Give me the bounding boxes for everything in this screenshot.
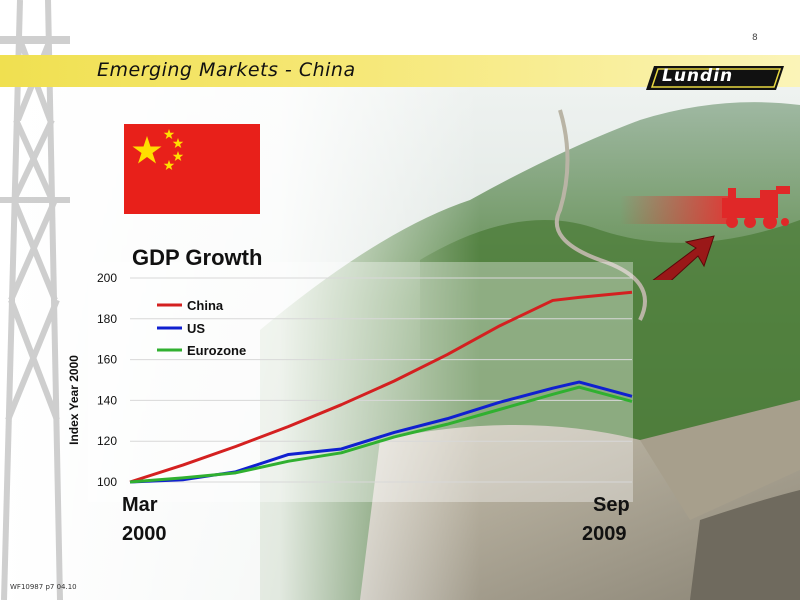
x-start-year-label: 2000 xyxy=(122,523,167,545)
y-tick-label: 120 xyxy=(97,434,117,448)
footer-code: WF10987 p7 04.10 xyxy=(10,583,77,591)
x-end-year-label: 2009 xyxy=(582,523,627,545)
logo-text: Lundin xyxy=(662,66,734,86)
y-tick-label: 100 xyxy=(97,475,117,489)
x-start-month-label: Mar xyxy=(122,494,158,516)
legend-label-us: US xyxy=(187,321,205,336)
china-flag-icon xyxy=(124,124,260,214)
plot-backdrop xyxy=(88,262,633,502)
series-line-eurozone xyxy=(129,385,633,484)
slide-title: Emerging Markets - China xyxy=(97,59,356,81)
legend-label-eurozone: Eurozone xyxy=(187,343,246,358)
y-tick-label: 180 xyxy=(97,312,117,326)
page-number: 8 xyxy=(752,33,758,43)
lundin-logo xyxy=(646,66,784,90)
x-end-month-label: Sep xyxy=(593,494,630,516)
y-tick-label: 160 xyxy=(97,353,117,367)
y-tick-label: 140 xyxy=(97,393,117,407)
oil-derrick-icon xyxy=(0,0,70,600)
chart-title: GDP Growth xyxy=(132,245,262,270)
train-graphic xyxy=(620,186,790,280)
arrow-up-right-icon xyxy=(652,235,715,280)
y-axis-label: Index Year 2000 xyxy=(67,355,81,445)
y-tick-label: 200 xyxy=(97,271,117,285)
train-icon xyxy=(722,186,790,229)
legend-label-china: China xyxy=(187,298,224,313)
series-line-china xyxy=(129,290,633,484)
